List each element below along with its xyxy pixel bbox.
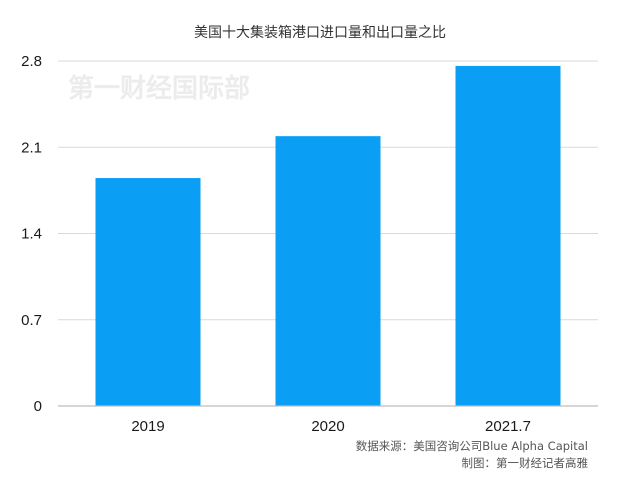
bar-2019 <box>95 178 201 406</box>
y-tick-label: 0.7 <box>21 312 42 329</box>
bars <box>95 65 561 407</box>
watermark: 第一财经国际部 <box>68 73 250 104</box>
y-tick-label: 1.4 <box>21 226 42 243</box>
x-tick-label: 2021.7 <box>485 418 531 435</box>
y-tick-label: 0 <box>34 398 42 415</box>
y-tick-label: 2.8 <box>21 53 42 70</box>
chart-title: 美国十大集装箱港口进口量和出口量之比 <box>194 24 446 41</box>
y-axis-ticks: 0 0.7 1.4 2.1 2.8 <box>21 53 42 415</box>
x-axis-ticks: 2019 2020 2021.7 <box>131 418 531 435</box>
bar-2021.7 <box>455 65 561 406</box>
author-note: 制图：第一财经记者高雅 <box>462 456 589 470</box>
x-tick-label: 2019 <box>131 418 164 435</box>
bar-2020 <box>275 136 381 407</box>
x-tick-label: 2020 <box>311 418 344 435</box>
y-tick-label: 2.1 <box>21 139 42 156</box>
source-note: 数据来源：美国咨询公司Blue Alpha Capital <box>356 439 588 453</box>
